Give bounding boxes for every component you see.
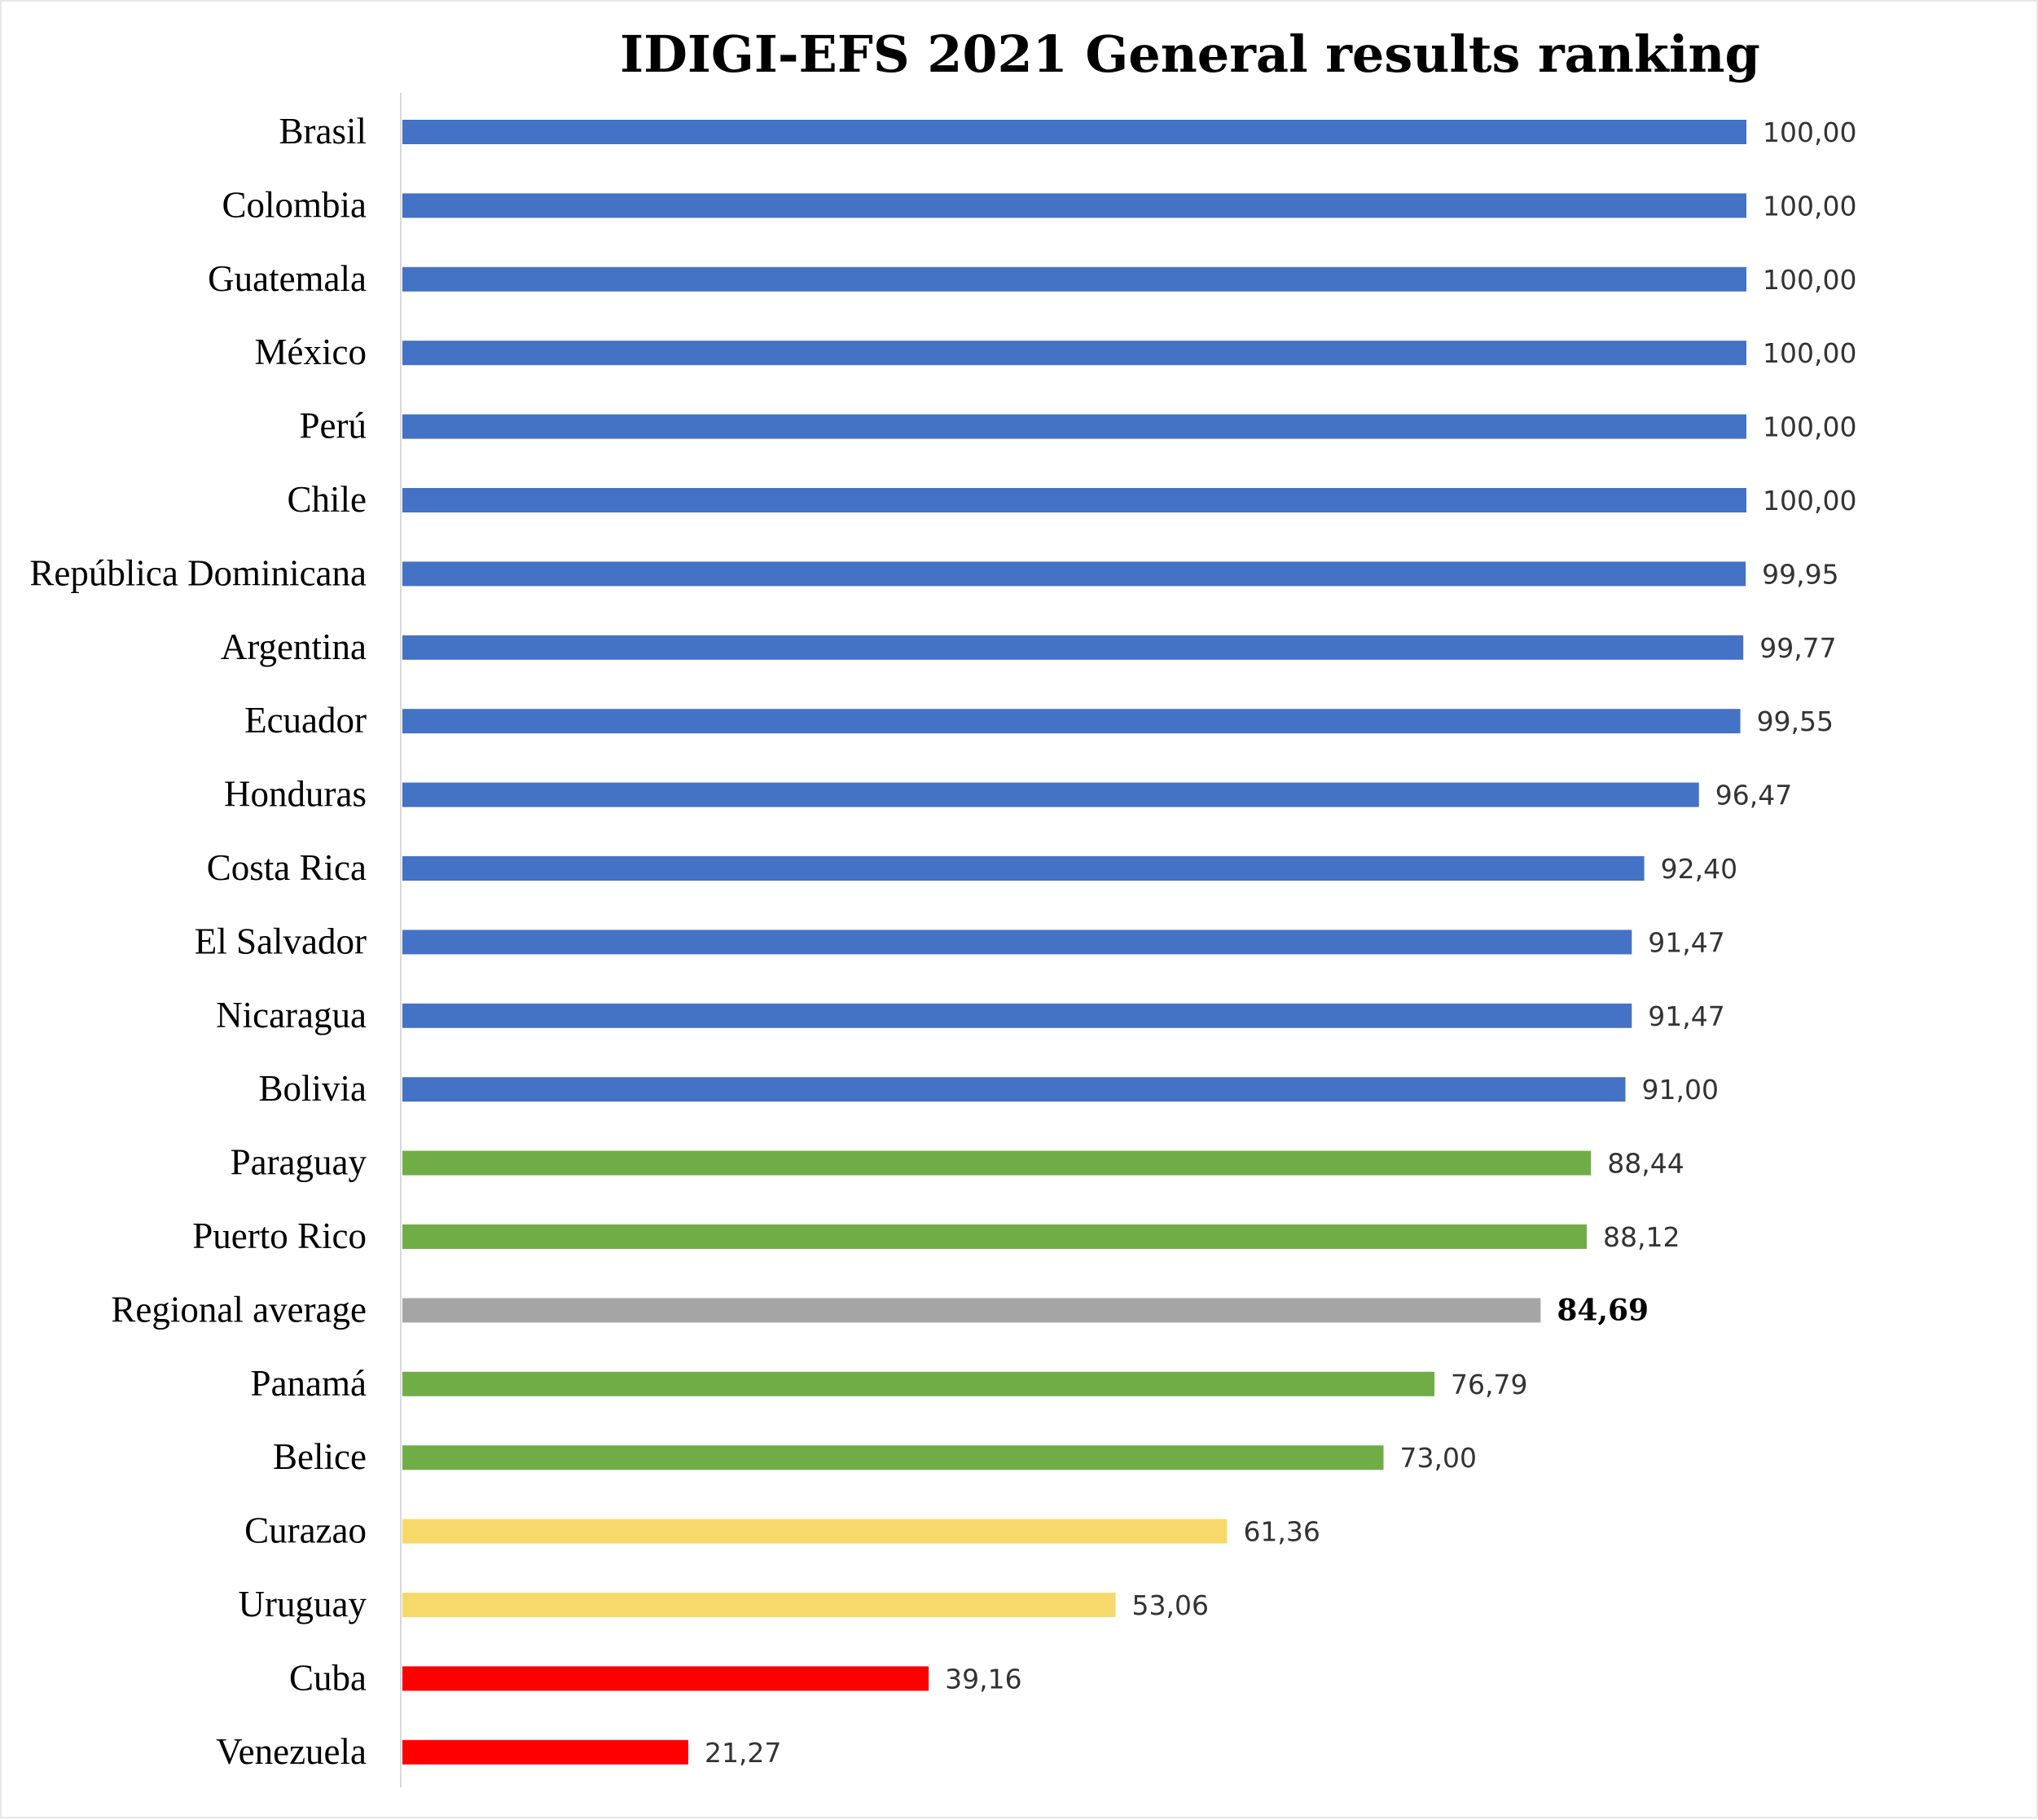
- value-label-cuba: 39,16: [945, 1663, 1021, 1695]
- bar-uruguay: [402, 1593, 1116, 1617]
- category-label-costa-rica: Costa Rica: [207, 847, 367, 888]
- bar-chile: [402, 488, 1746, 512]
- value-label-argentina: 99,77: [1759, 632, 1836, 664]
- category-label-republica-dominicana: República Dominicana: [29, 552, 367, 593]
- value-label-chile: 100,00: [1763, 485, 1856, 517]
- category-label-mexico: México: [255, 332, 367, 372]
- value-label-nicaragua: 91,47: [1648, 1000, 1724, 1032]
- value-label-guatemala: 100,00: [1763, 264, 1856, 296]
- bar-ecuador: [402, 709, 1741, 734]
- value-label-belice: 73,00: [1400, 1442, 1477, 1474]
- bar-republica-dominicana: [402, 561, 1746, 587]
- category-label-ecuador: Ecuador: [244, 700, 367, 741]
- value-label-peru: 100,00: [1763, 411, 1856, 443]
- category-label-uruguay: Uruguay: [239, 1584, 367, 1624]
- value-label-republica-dominicana: 99,95: [1762, 558, 1838, 590]
- chart-title: IDIGI-EFS 2021 General results ranking: [620, 24, 1760, 84]
- bars-layer: Brasil 100,00 Colombia 100,00 Guatemala 100,0…: [29, 111, 1856, 1772]
- value-label-ecuador: 99,55: [1757, 706, 1834, 737]
- bar-regional-average: [402, 1298, 1541, 1323]
- value-label-regional-average: 84,69: [1557, 1293, 1649, 1327]
- bar-puerto-rico: [402, 1224, 1587, 1249]
- category-label-puerto-rico: Puerto Rico: [192, 1216, 367, 1256]
- category-label-venezuela: Venezuela: [216, 1731, 367, 1772]
- bar-brasil: [402, 120, 1746, 144]
- bar-el-salvador: [402, 930, 1632, 955]
- bar-argentina: [402, 635, 1744, 660]
- bar-colombia: [402, 193, 1746, 218]
- category-label-bolivia: Bolivia: [259, 1068, 367, 1109]
- value-label-bolivia: 91,00: [1642, 1074, 1719, 1106]
- bar-paraguay: [402, 1150, 1592, 1176]
- category-label-colombia: Colombia: [222, 184, 367, 225]
- bar-costa-rica: [402, 856, 1645, 881]
- value-label-puerto-rico: 88,12: [1603, 1221, 1680, 1253]
- category-label-panama: Panamá: [251, 1363, 367, 1404]
- value-label-el-salvador: 91,47: [1648, 926, 1724, 958]
- bar-peru: [402, 414, 1746, 439]
- bar-panama: [402, 1371, 1435, 1396]
- category-label-argentina: Argentina: [221, 626, 367, 667]
- bar-cuba: [402, 1666, 929, 1691]
- category-label-nicaragua: Nicaragua: [216, 995, 367, 1035]
- category-label-paraguay: Paraguay: [231, 1142, 367, 1183]
- value-label-venezuela: 21,27: [705, 1737, 781, 1769]
- bar-bolivia: [402, 1077, 1626, 1102]
- value-label-mexico: 100,00: [1763, 337, 1856, 369]
- category-label-belice: Belice: [273, 1436, 367, 1477]
- category-label-cuba: Cuba: [289, 1657, 367, 1698]
- bar-nicaragua: [402, 1003, 1632, 1028]
- bar-curazao: [402, 1519, 1228, 1544]
- category-label-honduras: Honduras: [224, 774, 367, 815]
- bar-honduras: [402, 782, 1699, 807]
- value-label-paraguay: 88,44: [1607, 1148, 1684, 1180]
- category-label-brasil: Brasil: [279, 111, 367, 152]
- category-label-chile: Chile: [288, 479, 367, 520]
- value-label-honduras: 96,47: [1715, 780, 1792, 811]
- value-label-panama: 76,79: [1451, 1369, 1527, 1400]
- bar-belice: [402, 1445, 1384, 1471]
- bar-guatemala: [402, 266, 1746, 292]
- category-label-el-salvador: El Salvador: [195, 921, 367, 961]
- category-label-regional-average: Regional average: [111, 1289, 367, 1330]
- category-label-peru: Perú: [300, 406, 367, 446]
- bar-mexico: [402, 341, 1746, 366]
- value-label-colombia: 100,00: [1763, 190, 1856, 222]
- bar-venezuela: [402, 1739, 688, 1765]
- category-label-curazao: Curazao: [244, 1510, 367, 1551]
- value-label-curazao: 61,36: [1243, 1516, 1320, 1548]
- value-label-brasil: 100,00: [1763, 116, 1856, 148]
- category-label-guatemala: Guatemala: [208, 258, 367, 299]
- value-label-costa-rica: 92,40: [1661, 853, 1737, 885]
- value-label-uruguay: 53,06: [1131, 1589, 1208, 1621]
